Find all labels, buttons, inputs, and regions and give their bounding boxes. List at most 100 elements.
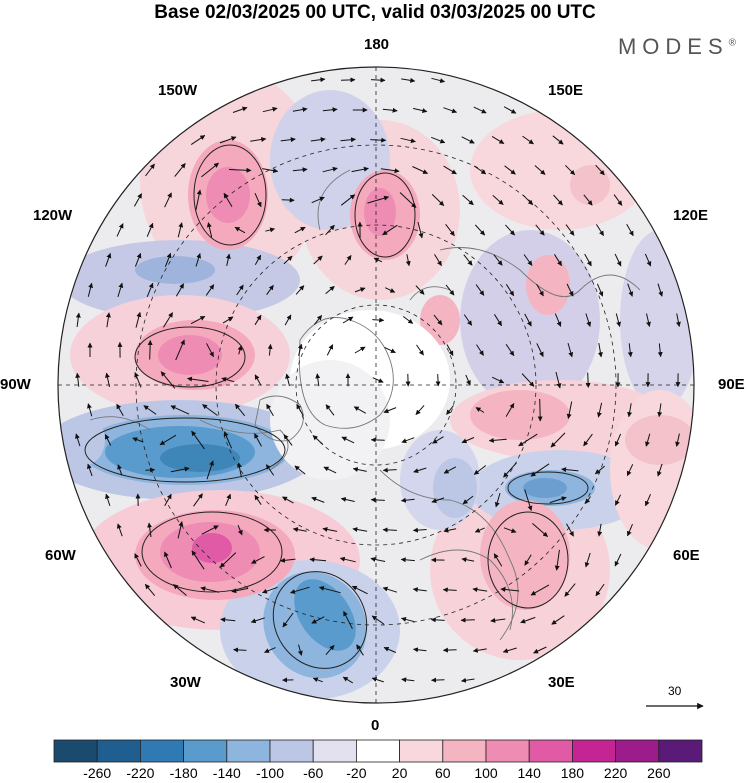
wind-arrow [222,316,234,324]
wind-arrow [627,343,633,358]
colorbar-tick-label: -180 [169,765,198,781]
lon-label-left: 90W [0,376,31,393]
wind-arrow [520,616,536,624]
wind-arrow [225,253,231,267]
wind-arrow [354,346,366,354]
wind-arrow [326,344,334,356]
wind-arrow [177,222,184,238]
wind-arrow [292,527,307,533]
wind-arrow [237,524,243,536]
wind-arrow [675,313,681,327]
wind-arrow [311,496,325,503]
wind-arrow [567,342,574,358]
wind-arrow [657,343,663,358]
lon-label-150w: 150W [158,82,198,99]
wind-arrow [430,617,445,623]
wind-arrow [280,137,296,143]
colorbar-tick-label: -60 [303,765,324,781]
wind-arrow [461,437,475,444]
wind-arrow [190,616,205,624]
wind-arrow [193,493,203,507]
wind-arrow [522,135,534,145]
wind-arrow [627,403,633,418]
wind-arrow [523,254,533,266]
wind-arrow [614,553,622,567]
wind-arrow [221,377,235,383]
wind-arrow [400,497,415,503]
anomaly-core [160,444,240,472]
colorbar-tick-label: 100 [474,765,498,781]
wind-arrow [432,436,444,444]
wind-arrow [190,315,206,325]
wind-arrow [116,403,124,417]
wind-arrow [442,647,457,653]
wind-arrow [555,371,562,389]
wind-arrow [431,194,445,206]
colorbar-swatch [615,739,660,763]
wind-arrow [205,284,215,296]
wind-arrow [614,494,622,506]
wind-arrow [104,434,112,446]
anomaly-core [206,167,250,223]
wind-arrow [266,284,274,295]
wind-arrow [105,252,112,267]
wind-arrow [505,402,515,417]
colorbar-swatch [312,739,357,763]
wind-arrow [493,553,503,567]
wind-arrow [524,313,532,327]
wind-arrow [354,287,366,293]
wind-arrow [431,497,445,503]
wind-arrow [415,285,425,295]
wind-arrow [585,496,591,504]
brand-logo: MODES® [617,34,736,59]
wind-arrow [475,407,485,413]
wind-arrow [135,311,142,328]
wind-arrow [384,346,396,354]
colorbar-swatch [226,739,271,763]
wind-arrow [134,252,142,267]
wind-arrow [356,644,364,656]
wind-arrow [318,585,341,594]
wind-arrow [322,166,338,173]
wind-arrow [352,527,368,533]
wind-arrow [370,77,386,83]
wind-arrow [537,398,543,422]
coastlines [89,169,641,641]
wind-arrow [524,554,532,566]
wind-arrow [370,137,387,143]
wind-arrow [597,343,603,358]
wind-arrow [281,197,295,203]
wind-arrow [566,401,573,419]
colorbar-tick-label: -220 [126,765,155,781]
wind-arrow [595,224,605,237]
wind-arrow [595,583,605,597]
wind-arrow [322,107,338,113]
wind-arrow [401,677,415,683]
wind-arrow [442,587,457,593]
wind-arrow [550,432,566,448]
wind-arrow [474,224,486,236]
colorbar-tick-label: 60 [435,765,451,781]
wind-arrow [536,283,544,297]
wind-arrow [401,617,415,623]
wind-arrow [417,221,424,239]
wind-arrow [164,493,172,507]
wind-arrow [267,343,273,356]
wind-arrow [146,282,154,297]
lon-label-30w: 30W [170,674,201,691]
colorbar-swatch [485,739,530,763]
colorbar-swatch [96,739,141,763]
wind-arrow [460,617,475,623]
wind-arrow [201,162,219,178]
wind-arrow [312,435,324,445]
wind-arrow [251,556,265,564]
wind-arrow [380,168,400,174]
wind-arrow [292,107,308,113]
wind-arrow [353,406,367,414]
wind-arrow [295,285,305,295]
wind-arrow [502,647,517,654]
wind-arrow [433,314,443,326]
wind-arrow [595,164,605,176]
wind-arrow [413,467,427,474]
wind-arrow [310,137,326,143]
